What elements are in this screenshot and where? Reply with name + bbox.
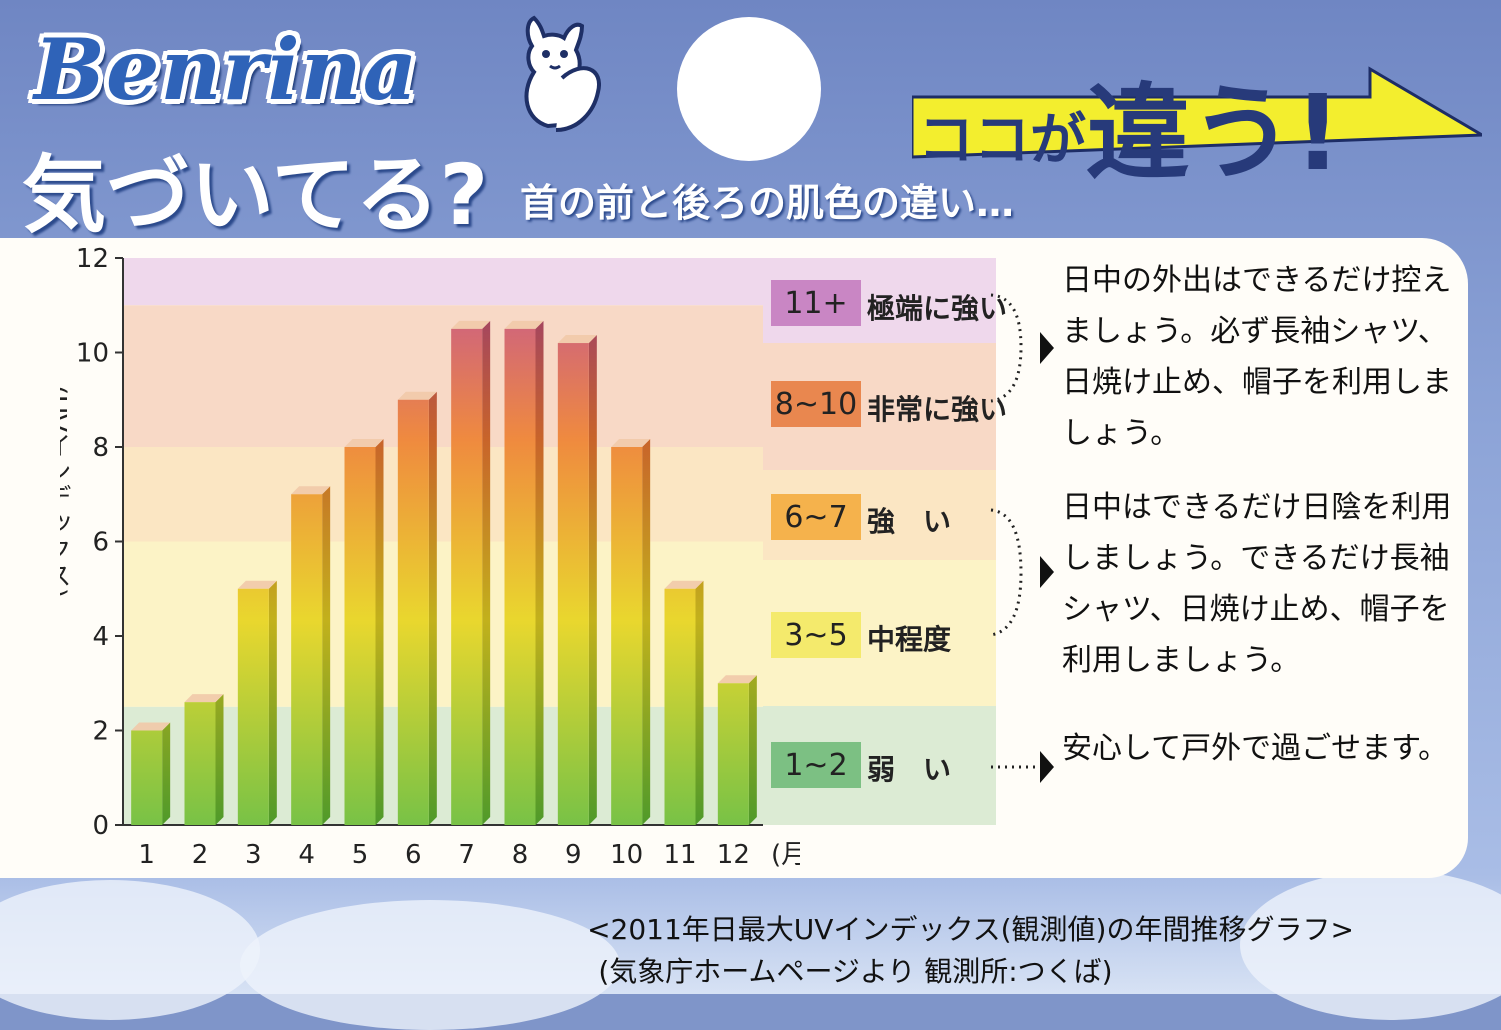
- x-tick-label: 6: [405, 840, 422, 870]
- arrow-right-icon: [1040, 556, 1054, 588]
- badge-small-text: ココが: [918, 108, 1086, 173]
- bar: [131, 730, 163, 825]
- bar-top: [664, 580, 704, 589]
- headline: 気づいてる?: [22, 146, 489, 244]
- bar-side: [748, 675, 757, 825]
- bar-top: [611, 439, 651, 447]
- bar: [291, 494, 323, 825]
- bar-top: [344, 439, 384, 447]
- x-tick-label: 2: [192, 840, 209, 870]
- y-axis-label: (UVインデックス): [60, 385, 71, 598]
- bar-side: [588, 335, 597, 825]
- bar: [504, 328, 536, 825]
- x-tick-label: 5: [352, 840, 369, 870]
- advice-low: 安心して戸外で過ごせます。: [1062, 731, 1449, 766]
- bar-top: [291, 486, 331, 495]
- squirrel-icon: [524, 15, 601, 132]
- x-tick-label: 3: [245, 840, 262, 870]
- bar-top: [557, 335, 597, 344]
- y-tick-label: 6: [92, 528, 109, 558]
- advice-moderate: 日中はできるだけ日陰を利用しましょう。できるだけ長袖シャツ、日焼け止め、帽子を利…: [1062, 490, 1452, 678]
- x-tick-label: 11: [663, 840, 696, 870]
- x-axis-label: (月): [771, 840, 800, 870]
- uv-range-high: 6~7: [771, 494, 861, 540]
- bar-top: [397, 391, 437, 400]
- bar-side: [535, 320, 544, 825]
- x-tick-label: 8: [512, 840, 529, 870]
- uv-range-very-high: 8~10: [771, 381, 861, 427]
- chart-background-band: [123, 305, 763, 447]
- bar-side: [428, 391, 437, 825]
- bar-top: [237, 580, 277, 589]
- badge-big-text: 違う!: [1086, 72, 1342, 194]
- y-tick-label: 10: [76, 339, 109, 369]
- uv-range-moderate: 3~5: [771, 612, 861, 658]
- y-tick-label: 4: [92, 622, 109, 652]
- uv-label-extreme: 極端に強い: [867, 292, 1008, 325]
- hang-hole: [677, 17, 821, 161]
- uv-label-low: 弱 い: [867, 753, 952, 786]
- bar: [611, 447, 643, 825]
- bar: [237, 588, 269, 825]
- uv-label-high: 強 い: [867, 505, 952, 538]
- bar: [184, 702, 216, 825]
- chart-background-band: [123, 258, 763, 306]
- x-tick-label: 12: [717, 840, 750, 870]
- chart-background-band: [123, 706, 763, 825]
- difference-badge: ココが違う!: [918, 48, 1341, 199]
- bar: [344, 447, 376, 825]
- bar-top: [451, 320, 491, 329]
- bar-side: [268, 580, 277, 825]
- bar-top: [717, 675, 757, 684]
- arrow-right-icon: [1040, 751, 1054, 783]
- x-tick-label: 9: [565, 840, 582, 870]
- bar-side: [322, 486, 331, 825]
- x-tick-label: 7: [458, 840, 475, 870]
- chart-background-band: [123, 541, 763, 707]
- bar-side: [482, 320, 491, 825]
- y-tick-label: 8: [92, 433, 109, 463]
- y-tick-label: 12: [76, 245, 109, 274]
- brand-logo: Benrina: [34, 20, 419, 119]
- subheadline: 首の前と後ろの肌色の違い…: [520, 181, 1015, 225]
- y-tick-label: 0: [92, 811, 109, 841]
- bar-side: [695, 580, 704, 825]
- bar-top: [504, 320, 544, 329]
- bar: [557, 343, 589, 825]
- x-tick-label: 4: [298, 840, 315, 870]
- uv-range-extreme: 11+: [771, 280, 861, 326]
- bar-top: [131, 722, 171, 731]
- y-tick-label: 2: [92, 717, 109, 747]
- bar-top: [184, 694, 224, 703]
- bar-side: [162, 722, 171, 825]
- uv-label-very-high: 非常に強い: [867, 393, 1008, 426]
- bar-side: [375, 439, 384, 825]
- chart-source: (気象庁ホームページより 観測所:つくば): [598, 955, 1113, 988]
- badge-arrow-icon: [912, 66, 1482, 159]
- x-tick-label: 1: [138, 840, 155, 870]
- legend-connectors: [990, 293, 1035, 769]
- bar-side: [642, 439, 651, 825]
- uv-level-legend: 11+ 極端に強い 8~10 非常に強い 6~7 強 い 3~5 中程度 1~2…: [763, 258, 1007, 825]
- uv-range-low: 1~2: [771, 742, 861, 788]
- chart-background-band: [123, 447, 763, 542]
- chart-caption: <2011年日最大UVインデックス(観測値)の年間推移グラフ>: [587, 913, 1354, 946]
- bar: [397, 399, 429, 825]
- bar: [717, 683, 749, 825]
- bar-side: [215, 694, 224, 825]
- arrow-right-icon: [1040, 332, 1054, 364]
- x-tick-label: 10: [610, 840, 643, 870]
- uv-label-moderate: 中程度: [867, 623, 952, 656]
- bar: [664, 588, 696, 825]
- advice-high: 日中の外出はできるだけ控えましょう。必ず長袖シャツ、日焼け止め、帽子を利用しまし…: [1062, 263, 1452, 451]
- bar: [451, 328, 483, 825]
